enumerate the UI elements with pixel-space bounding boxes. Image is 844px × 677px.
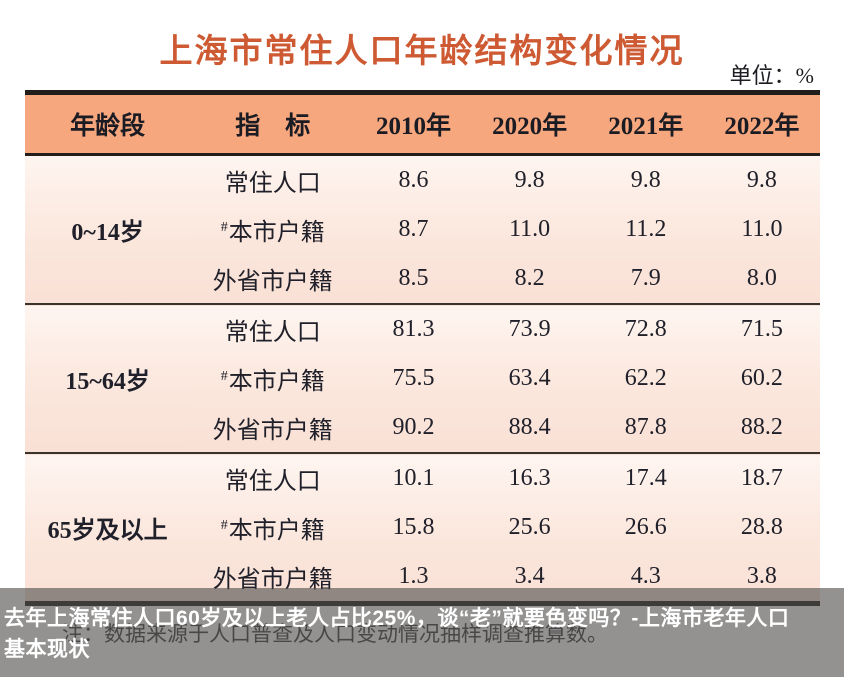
hash-mark: #	[220, 518, 228, 533]
hash-mark: #	[220, 369, 228, 384]
col-header-2021: 2021年	[587, 92, 704, 156]
value-cell: 72.8	[624, 316, 667, 342]
age-structure-table-wrap: 年龄段 指 标 2010年 2020年 2021年 2022年 0~14岁常住人…	[25, 90, 820, 606]
value-cell: 17.4	[624, 465, 667, 491]
col-header-age: 年龄段	[25, 92, 191, 156]
value-cell: 60.2	[740, 365, 783, 391]
value-cell: 8.0	[746, 265, 777, 291]
col-header-2010: 2010年	[355, 92, 472, 156]
indicator-label: 常住人口	[224, 469, 321, 495]
value-cell: 11.0	[509, 216, 551, 242]
indicator-label: 外省市户籍	[212, 269, 333, 295]
age-group: 0~14岁 常住人口 8.6 9.8 9.8 9.8 #本市户籍 8.7 11.0 11.2 11.…	[25, 154, 820, 304]
caption-overlay: 去年上海常住人口60岁及以上老人占比25%，谈“老”就要色变吗？-上海市老年人口…	[0, 588, 844, 677]
value-cell: 88.2	[740, 414, 783, 440]
value-cell: 71.5	[740, 316, 783, 342]
value-cell: 3.8	[746, 563, 777, 589]
table-row: #本市户籍 75.5 63.4 62.2 60.2	[25, 354, 820, 403]
value-cell: 75.5	[392, 365, 435, 391]
value-cell: 8.7	[398, 216, 429, 242]
value-cell: 8.6	[398, 167, 429, 193]
caption-text: 去年上海常住人口60岁及以上老人占比25%，谈“老”就要色变吗？-上海市老年人口…	[0, 588, 844, 665]
caption-line-2: 基本现状	[4, 638, 90, 661]
value-cell: 9.8	[630, 167, 661, 193]
table-row: 外省市户籍 8.5 8.2 7.9 8.0	[25, 254, 820, 304]
value-cell: 4.3	[630, 563, 661, 589]
indicator-label: 常住人口	[224, 320, 321, 346]
value-cell: 87.8	[624, 414, 667, 440]
col-header-indicator: 指 标	[190, 92, 356, 156]
value-cell: 9.8	[746, 167, 777, 193]
value-cell: 26.6	[624, 514, 667, 540]
indicator-label: #本市户籍	[220, 518, 325, 544]
value-cell: 25.6	[508, 514, 551, 540]
table-row: 65岁及以上 常住人口 10.1 16.3 17.4 18.7	[25, 453, 820, 544]
table-row: 15~64岁 常住人口 81.3 73.9 72.8 71.5	[25, 304, 820, 395]
value-cell: 1.3	[398, 563, 429, 589]
indicator-label: 常住人口	[224, 171, 321, 197]
age-group: 15~64岁 常住人口 81.3 73.9 72.8 71.5 #本市户籍 75.5 63.4 6…	[25, 304, 820, 453]
value-cell: 16.3	[508, 465, 551, 491]
value-cell: 11.2	[625, 216, 667, 242]
value-cell: 90.2	[392, 414, 435, 440]
unit-label: 单位：%	[729, 63, 814, 88]
age-group-label: 65岁及以上	[47, 518, 168, 544]
value-cell: 15.8	[392, 514, 435, 540]
age-structure-table: 年龄段 指 标 2010年 2020年 2021年 2022年 0~14岁常住人…	[25, 90, 820, 606]
value-cell: 18.7	[740, 465, 783, 491]
value-cell: 10.1	[392, 465, 435, 491]
col-header-2020: 2020年	[471, 92, 588, 156]
value-cell: 28.8	[740, 514, 783, 540]
value-cell: 8.2	[514, 265, 545, 291]
value-cell: 73.9	[508, 316, 551, 342]
table-row: 外省市户籍 90.2 88.4 87.8 88.2	[25, 403, 820, 453]
table-row: #本市户籍 8.7 11.0 11.2 11.0	[25, 205, 820, 254]
value-cell: 62.2	[624, 365, 667, 391]
value-cell: 88.4	[508, 414, 551, 440]
caption-line-1: 去年上海常住人口60岁及以上老人占比25%，谈“老”就要色变吗？-上海市老年人口	[4, 607, 790, 630]
table-row: 0~14岁 常住人口 8.6 9.8 9.8 9.8	[25, 155, 820, 246]
value-cell: 3.4	[514, 563, 545, 589]
value-cell: 8.5	[398, 265, 429, 291]
hash-mark: #	[220, 220, 228, 235]
indicator-label: #本市户籍	[220, 220, 325, 246]
value-cell: 63.4	[508, 365, 551, 391]
value-cell: 9.8	[514, 167, 545, 193]
page-title: 上海市常住人口年龄结构变化情况	[159, 32, 685, 69]
age-group-label: 15~64岁	[65, 369, 150, 395]
value-cell: 7.9	[630, 265, 661, 291]
col-header-2022: 2022年	[703, 92, 820, 156]
table-header: 年龄段 指 标 2010年 2020年 2021年 2022年	[25, 92, 820, 156]
age-group-label: 0~14岁	[71, 220, 144, 246]
header-row: 年龄段 指 标 2010年 2020年 2021年 2022年	[25, 92, 820, 156]
value-cell: 81.3	[392, 316, 435, 342]
indicator-label: #本市户籍	[220, 369, 325, 395]
table-row: #本市户籍 15.8 25.6 26.6 28.8	[25, 503, 820, 552]
age-group: 65岁及以上 常住人口 10.1 16.3 17.4 18.7 #本市户籍 15.8 25.6 2…	[25, 453, 820, 604]
indicator-label: 外省市户籍	[212, 418, 333, 444]
value-cell: 11.0	[741, 216, 783, 242]
